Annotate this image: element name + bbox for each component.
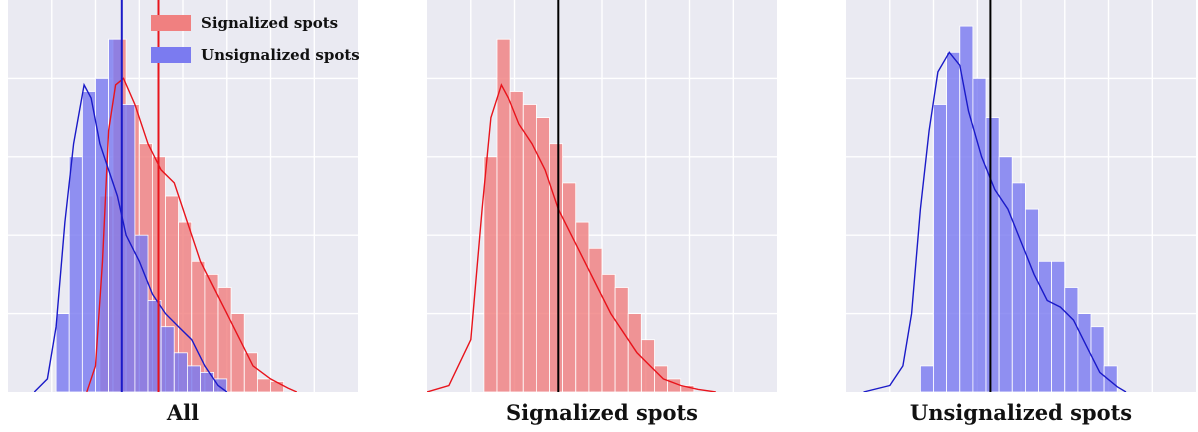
histogram-bar-unsignalized xyxy=(134,234,149,392)
histogram-bar-signalized xyxy=(483,156,498,392)
plot-unsignalized xyxy=(846,0,1196,392)
legend-label-unsignalized: Unsignalized spots xyxy=(201,46,360,64)
histogram-bar-unsignalized xyxy=(920,365,934,392)
histogram-bar-unsignalized xyxy=(959,25,974,392)
histogram-bar-unsignalized xyxy=(1077,313,1092,392)
histogram-bar-unsignalized xyxy=(985,117,1000,392)
histogram-bar-signalized xyxy=(601,273,616,392)
kde-curve-unsignalized xyxy=(33,82,228,392)
histogram-bar-unsignalized xyxy=(1103,365,1118,392)
histogram-bar-unsignalized xyxy=(55,313,70,392)
legend: Signalized spots Unsignalized spots xyxy=(151,4,366,74)
legend-swatch-unsignalized xyxy=(151,47,191,63)
histogram-bar-unsignalized xyxy=(186,365,201,392)
histogram-bar-signalized xyxy=(549,143,564,392)
histogram-bar-unsignalized xyxy=(1011,182,1026,392)
histogram-bar-signalized xyxy=(217,287,232,392)
plot-signalized xyxy=(427,0,777,392)
histogram-bar-signalized xyxy=(256,378,271,392)
histogram-bar-signalized xyxy=(614,287,629,392)
histogram-bar-unsignalized xyxy=(160,326,175,392)
kde-curve-signalized xyxy=(427,83,716,392)
kde-curve-unsignalized xyxy=(863,51,1127,392)
panel-signalized xyxy=(427,0,777,392)
histogram-bar-unsignalized xyxy=(998,156,1013,392)
caption-signalized: Signalized spots xyxy=(506,400,698,425)
histogram-bar-signalized xyxy=(654,365,669,392)
histogram-bar-unsignalized xyxy=(933,104,948,392)
panel-unsignalized xyxy=(846,0,1196,392)
legend-item-unsignalized: Unsignalized spots xyxy=(151,42,360,68)
legend-swatch-signalized xyxy=(151,15,191,31)
histogram-bar-unsignalized xyxy=(1090,326,1105,392)
legend-label-signalized: Signalized spots xyxy=(201,14,339,32)
histogram-bar-signalized xyxy=(640,339,655,392)
histogram-bar-signalized xyxy=(509,91,524,392)
histogram-bar-unsignalized xyxy=(972,78,987,392)
histogram-bar-signalized xyxy=(562,182,577,392)
histogram-bar-signalized xyxy=(627,313,642,392)
panel-all xyxy=(8,0,358,392)
legend-item-signalized: Signalized spots xyxy=(151,10,338,36)
histogram-bar-unsignalized xyxy=(1051,260,1066,392)
histogram-bar-unsignalized xyxy=(82,91,96,392)
histogram-bar-unsignalized xyxy=(1038,260,1053,392)
histogram-bar-signalized xyxy=(588,247,603,392)
histogram-bar-unsignalized xyxy=(173,352,188,392)
caption-unsignalized: Unsignalized spots xyxy=(909,400,1133,425)
histogram-bar-unsignalized xyxy=(68,156,83,392)
histogram-bar-unsignalized xyxy=(946,51,961,392)
histogram-bar-unsignalized xyxy=(1064,287,1079,392)
histogram-bar-unsignalized xyxy=(1024,208,1039,392)
kde-curve-signalized xyxy=(86,77,298,392)
plot-all xyxy=(8,0,358,392)
histogram-bar-signalized xyxy=(270,381,285,392)
histogram-bar-signalized xyxy=(243,352,258,392)
histogram-bar-signalized xyxy=(536,117,550,392)
caption-all: All xyxy=(166,400,200,425)
